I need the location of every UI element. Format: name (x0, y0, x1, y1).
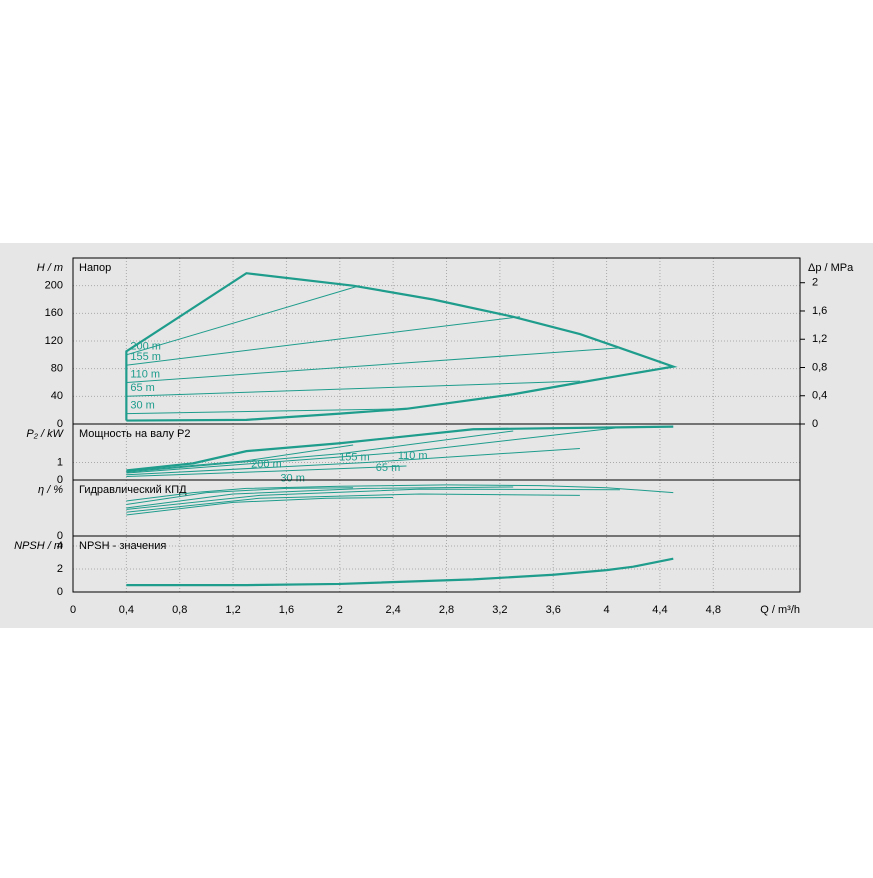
curve-label: 155 m (339, 451, 370, 463)
y2-axis-label: Δp / MPa (808, 262, 854, 274)
y-axis-label: NPSH / m (14, 540, 63, 552)
y-axis-label: H / m (37, 262, 63, 274)
curve-label: 30 m (130, 400, 154, 412)
curve (126, 285, 360, 356)
curve-label: 155 m (130, 351, 161, 363)
curve (126, 465, 407, 477)
curve (126, 557, 674, 587)
curve (126, 486, 514, 509)
curve (126, 427, 620, 474)
y-tick-label: 0 (57, 530, 63, 542)
x-tick-label: 4 (604, 604, 610, 616)
y-tick-label: 40 (51, 390, 63, 402)
curve-label: 30 m (280, 473, 304, 485)
panel-title: Напор (79, 262, 111, 274)
panel-title: Гидравлический КПД (79, 484, 187, 496)
curve (126, 316, 520, 366)
y2-tick-label: 0,4 (812, 390, 827, 402)
y-tick-label: 0 (57, 418, 63, 430)
x-tick-label: 1,2 (225, 604, 240, 616)
curve (126, 487, 354, 505)
panel-frame (72, 535, 801, 593)
x-tick-label: 0,4 (119, 604, 134, 616)
y2-tick-label: 0 (812, 418, 818, 430)
y-axis-label: P₂ / kW (26, 428, 64, 440)
x-tick-label: 2,8 (439, 604, 454, 616)
curve-label: 65 m (130, 382, 154, 394)
curve (126, 380, 580, 397)
y-tick-label: 160 (45, 307, 63, 319)
x-tick-label: 0,8 (172, 604, 187, 616)
curve (126, 497, 394, 516)
curve-label: 65 m (376, 462, 400, 474)
y2-tick-label: 1,2 (812, 333, 827, 345)
curve (126, 448, 580, 476)
curve-label: 200 m (130, 341, 161, 353)
x-tick-label: 0 (70, 604, 76, 616)
y2-tick-label: 1,6 (812, 305, 827, 317)
x-tick-label: 3,2 (492, 604, 507, 616)
y2-tick-label: 0,8 (812, 361, 827, 373)
y-tick-label: 120 (45, 335, 63, 347)
x-axis-label: Q / m³/h (760, 604, 800, 616)
panel-title: NPSH - значения (79, 540, 166, 552)
curve (126, 425, 674, 472)
curve (126, 444, 354, 472)
y-tick-label: 200 (45, 280, 63, 292)
x-tick-label: 1,6 (279, 604, 294, 616)
curve (126, 347, 620, 383)
curve (126, 488, 620, 510)
x-tick-label: 4,8 (706, 604, 721, 616)
y-tick-label: 2 (57, 563, 63, 575)
curve (126, 493, 580, 513)
y-tick-label: 0 (57, 586, 63, 598)
background (0, 243, 873, 628)
panel-title: Мощность на валу P2 (79, 428, 191, 440)
y-tick-label: 80 (51, 363, 63, 375)
y2-tick-label: 2 (812, 277, 818, 289)
y-tick-label: 1 (57, 456, 63, 468)
y-tick-label: 0 (57, 474, 63, 486)
y-axis-label: η / % (38, 484, 63, 496)
curve (126, 408, 407, 415)
x-tick-label: 2 (337, 604, 343, 616)
x-tick-label: 2,4 (385, 604, 400, 616)
y-tick-label: 4 (57, 540, 63, 552)
x-tick-label: 3,6 (546, 604, 561, 616)
curve (126, 430, 514, 473)
curve (126, 484, 674, 502)
curve-label: 110 m (130, 368, 160, 380)
x-tick-label: 4,4 (652, 604, 667, 616)
